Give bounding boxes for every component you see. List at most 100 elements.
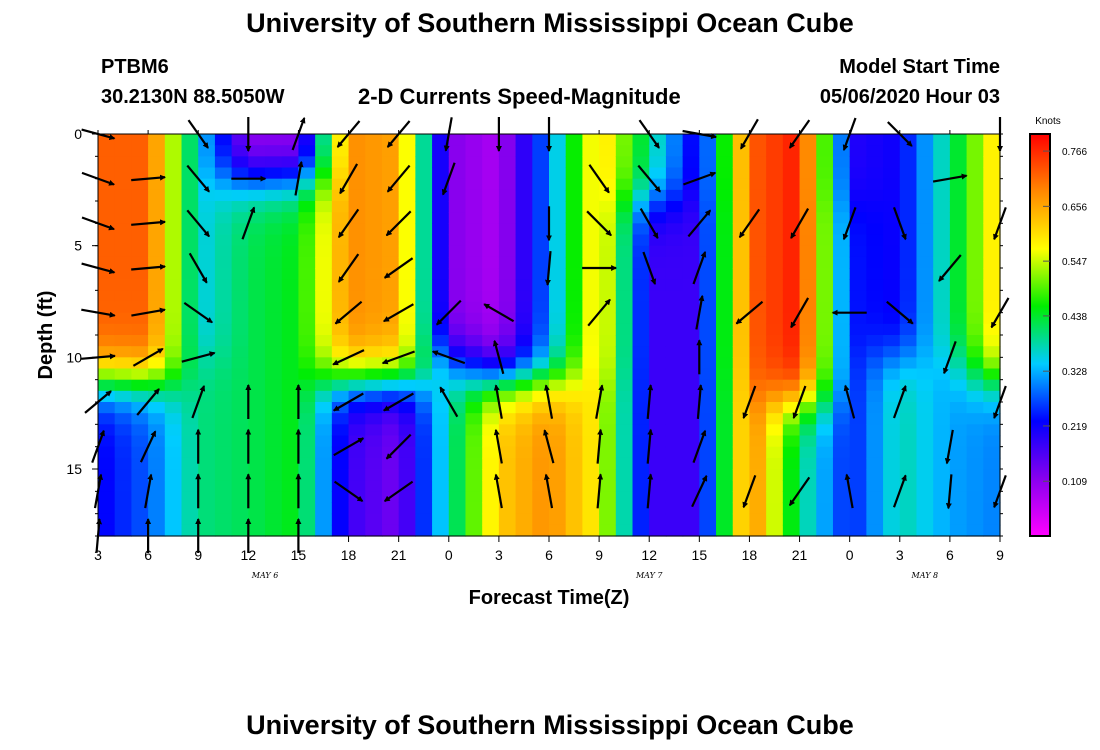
- heatmap-cell: [515, 189, 533, 202]
- heatmap-cell: [198, 379, 216, 392]
- heatmap-cell: [832, 201, 851, 213]
- heatmap-cell: [933, 469, 951, 481]
- heatmap-cell: [398, 435, 416, 448]
- heatmap-cell: [665, 201, 684, 213]
- heatmap-cell: [281, 145, 300, 157]
- heatmap-cell: [649, 390, 667, 403]
- heatmap-cell: [381, 457, 400, 470]
- heatmap-cell: [164, 134, 183, 146]
- heatmap-cell: [265, 134, 283, 146]
- heatmap-cell: [348, 201, 366, 213]
- heatmap-cell: [415, 335, 433, 347]
- heatmap-cell: [532, 513, 550, 526]
- heatmap-cell: [933, 413, 951, 425]
- heatmap-cell: [331, 335, 350, 347]
- heatmap-cell: [949, 223, 968, 236]
- current-vector-arrow: [543, 473, 554, 509]
- heatmap-cell: [181, 513, 199, 526]
- heatmap-cell: [482, 379, 500, 392]
- heatmap-cell: [549, 134, 567, 146]
- heatmap-cell: [532, 134, 550, 146]
- heatmap-cell: [732, 513, 751, 526]
- heatmap-cell: [398, 156, 416, 169]
- heatmap-cell: [983, 435, 1001, 448]
- heatmap-cell: [114, 402, 132, 414]
- heatmap-cell: [983, 502, 1001, 515]
- heatmap-cell: [799, 156, 817, 169]
- heatmap-cell: [582, 201, 600, 213]
- heatmap-cell: [832, 256, 851, 269]
- heatmap-cell: [131, 335, 149, 347]
- heatmap-cell: [983, 301, 1001, 314]
- heatmap-cell: [565, 480, 583, 492]
- heatmap-cell: [248, 446, 266, 459]
- heatmap-cell: [632, 368, 650, 381]
- x-tick-label: 21: [792, 547, 808, 563]
- heatmap-cell: [148, 457, 166, 470]
- heatmap-cell: [532, 502, 550, 515]
- heatmap-cell: [816, 178, 834, 191]
- heatmap-cell: [899, 357, 918, 370]
- heatmap-cell: [983, 178, 1001, 191]
- heatmap-cell: [231, 134, 249, 146]
- heatmap-cell: [181, 156, 199, 169]
- x-day-label: MAY 7: [635, 571, 663, 580]
- heatmap-cell: [114, 312, 132, 325]
- heatmap-cell: [966, 379, 984, 392]
- heatmap-cell: [498, 212, 517, 224]
- heatmap-cell: [615, 446, 634, 459]
- heatmap-cell: [381, 346, 400, 358]
- heatmap-cell: [632, 201, 650, 213]
- heatmap-cell: [398, 268, 416, 280]
- heatmap-cell: [866, 402, 884, 414]
- heatmap-cell: [649, 491, 667, 504]
- heatmap-cell: [114, 346, 132, 358]
- heatmap-cell: [231, 513, 249, 526]
- heatmap-cell: [782, 189, 801, 202]
- heatmap-cell: [549, 212, 567, 224]
- heatmap-cell: [916, 212, 934, 224]
- heatmap-cell: [148, 524, 166, 537]
- heatmap-cell: [398, 346, 416, 358]
- heatmap-cell: [532, 223, 550, 236]
- heatmap-cell: [883, 223, 901, 236]
- heatmap-cell: [899, 368, 918, 381]
- heatmap-cell: [599, 457, 617, 470]
- heatmap-cell: [365, 256, 383, 269]
- heatmap-cell: [615, 156, 634, 169]
- heatmap-cell: [381, 502, 400, 515]
- heatmap-cell: [214, 368, 233, 381]
- heatmap-cell: [515, 256, 533, 269]
- heatmap-cell: [732, 379, 751, 392]
- heatmap-cell: [448, 379, 467, 392]
- heatmap-cell: [565, 201, 583, 213]
- heatmap-cell: [365, 189, 383, 202]
- heatmap-cell: [632, 524, 650, 537]
- heatmap-cell: [849, 469, 867, 481]
- heatmap-cell: [482, 268, 500, 280]
- heatmap-cell: [732, 390, 751, 403]
- heatmap-cell: [98, 524, 116, 537]
- heatmap-cell: [465, 167, 483, 180]
- heatmap-cell: [883, 446, 901, 459]
- heatmap-cell: [331, 424, 350, 437]
- current-vector-arrow: [385, 210, 412, 237]
- heatmap-cell: [432, 223, 450, 236]
- heatmap-cell: [966, 301, 984, 314]
- heatmap-cell: [582, 279, 600, 291]
- heatmap-cell: [732, 134, 751, 146]
- heatmap-cell: [665, 357, 684, 370]
- heatmap-cell: [131, 167, 149, 180]
- heatmap-cell: [465, 413, 483, 425]
- heatmap-cell: [949, 212, 968, 224]
- heatmap-cell: [849, 245, 867, 258]
- heatmap-cell: [298, 368, 316, 381]
- heatmap-cell: [181, 178, 199, 191]
- heatmap-cell: [549, 245, 567, 258]
- heatmap-cell: [248, 223, 266, 236]
- heatmap-cell: [398, 469, 416, 481]
- heatmap-cell: [716, 145, 734, 157]
- heatmap-cell: [649, 145, 667, 157]
- heatmap-cell: [782, 156, 801, 169]
- heatmap-cell: [181, 234, 199, 247]
